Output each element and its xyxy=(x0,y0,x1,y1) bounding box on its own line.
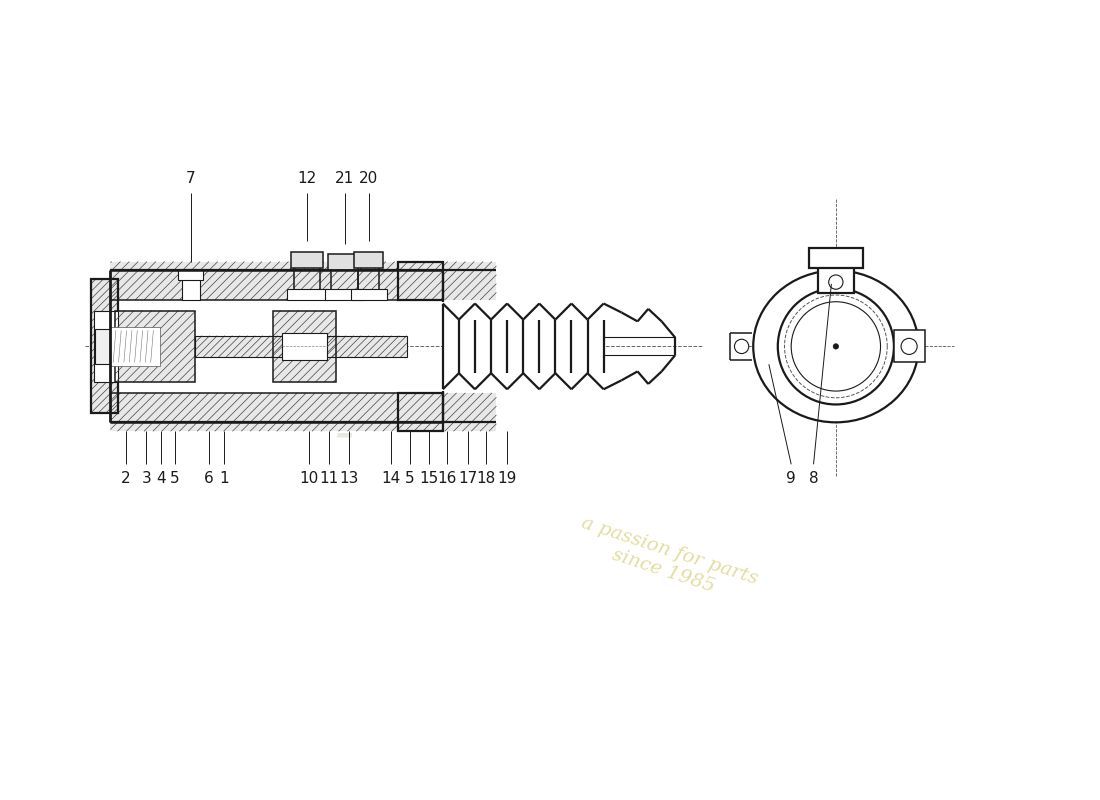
Text: 11: 11 xyxy=(320,471,339,486)
Bar xyxy=(96,329,118,364)
Text: 5: 5 xyxy=(170,471,179,486)
Text: 20: 20 xyxy=(359,170,378,186)
Bar xyxy=(91,279,118,414)
Bar xyxy=(329,254,361,270)
Circle shape xyxy=(833,344,838,349)
Circle shape xyxy=(791,302,880,391)
Bar xyxy=(398,393,443,431)
Bar xyxy=(331,260,358,300)
Text: 13: 13 xyxy=(339,471,359,486)
Bar xyxy=(351,290,386,300)
Text: 6: 6 xyxy=(204,471,213,486)
Bar xyxy=(110,326,160,366)
Circle shape xyxy=(778,288,894,405)
Text: 12: 12 xyxy=(297,170,317,186)
Circle shape xyxy=(735,339,749,354)
Bar xyxy=(398,262,443,300)
Text: 17: 17 xyxy=(459,471,477,486)
Bar xyxy=(810,248,862,268)
Bar xyxy=(110,262,496,300)
Text: 8: 8 xyxy=(808,471,818,486)
Bar xyxy=(358,257,379,300)
Bar xyxy=(287,290,327,300)
Bar xyxy=(178,270,204,280)
Bar xyxy=(94,310,118,382)
Bar xyxy=(818,257,854,293)
Circle shape xyxy=(901,338,917,354)
Text: 5: 5 xyxy=(405,471,415,486)
Bar xyxy=(273,310,336,382)
Bar xyxy=(88,260,675,433)
Bar xyxy=(196,336,407,357)
Text: euro
spares: euro spares xyxy=(286,256,600,437)
Bar xyxy=(116,310,196,382)
Bar xyxy=(358,257,379,300)
Text: a passion for parts
since 1985: a passion for parts since 1985 xyxy=(572,514,760,608)
Text: 4: 4 xyxy=(156,471,166,486)
Text: 16: 16 xyxy=(438,471,456,486)
Text: 15: 15 xyxy=(420,471,439,486)
Text: 2: 2 xyxy=(121,471,131,486)
Text: 21: 21 xyxy=(334,170,354,186)
Ellipse shape xyxy=(754,270,918,422)
Bar xyxy=(894,330,925,362)
Text: 18: 18 xyxy=(476,471,495,486)
Bar xyxy=(290,252,323,268)
Bar xyxy=(110,393,496,431)
Text: 9: 9 xyxy=(786,471,796,486)
Text: 3: 3 xyxy=(141,471,151,486)
Text: 7: 7 xyxy=(186,170,196,186)
Bar xyxy=(324,290,364,300)
Text: 1: 1 xyxy=(219,471,229,486)
Bar xyxy=(294,257,320,300)
Bar xyxy=(398,393,443,431)
Bar xyxy=(273,310,336,382)
Bar xyxy=(182,273,200,300)
Bar xyxy=(443,302,604,391)
Bar xyxy=(398,262,443,300)
Bar xyxy=(116,310,196,382)
Text: 19: 19 xyxy=(497,471,517,486)
Bar xyxy=(282,333,327,360)
Bar xyxy=(294,257,320,300)
Bar xyxy=(331,260,358,300)
Text: 10: 10 xyxy=(299,471,318,486)
Bar xyxy=(354,252,383,268)
Circle shape xyxy=(828,275,843,290)
Bar xyxy=(196,336,407,357)
Bar xyxy=(91,279,118,414)
Text: 14: 14 xyxy=(382,471,400,486)
